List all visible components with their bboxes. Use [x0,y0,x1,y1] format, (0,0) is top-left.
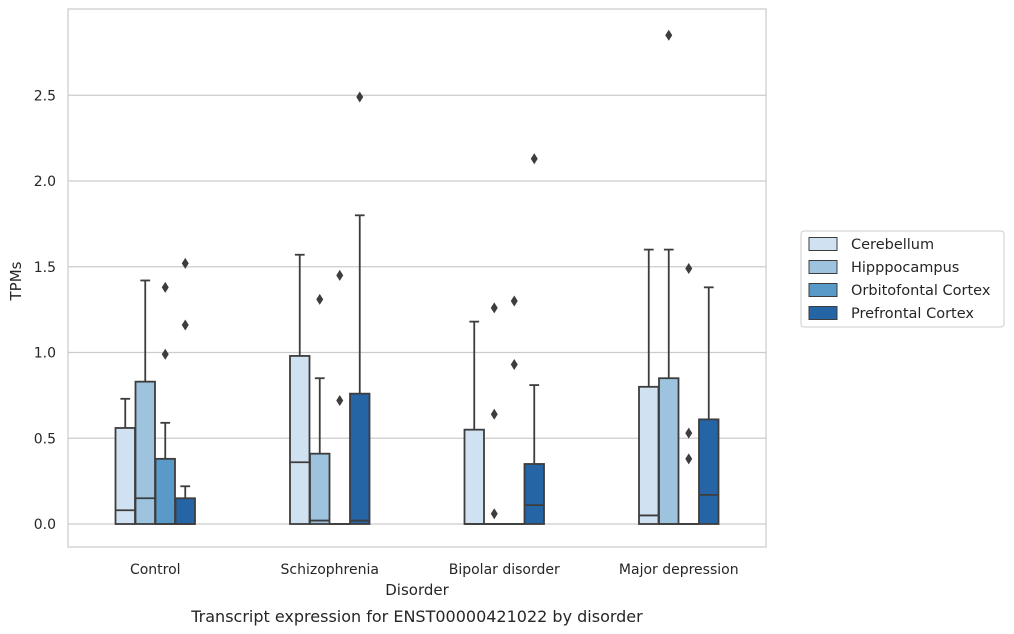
y-tick-label: 2.5 [34,88,56,104]
legend-label: Hipppocampus [851,260,959,276]
box-1-1 [309,293,331,525]
legend-swatch [808,283,838,297]
outlier-point [336,395,344,407]
box-2-0 [463,320,485,525]
figure-caption: Transcript expression for ENST0000042102… [190,607,643,626]
box-body [698,418,720,525]
box-body [523,463,545,525]
outlier-point [490,302,498,314]
x-tick-label: Control [130,562,181,578]
box-0-1 [134,279,156,525]
x-tick-label: Major depression [619,562,739,578]
box-2-1 [483,302,505,525]
x-tick-label: Schizophrenia [281,562,379,578]
x-tick-labels: Control Schizophrenia Bipolar disorder Majo… [130,562,739,578]
outlier-point [161,348,169,360]
outlier-point [356,91,364,103]
box-3-2 [678,262,700,525]
box-1-2 [329,269,351,525]
box-0-3 [174,257,196,525]
outlier-point [685,262,693,274]
y-tick-label: 0.0 [34,517,56,533]
legend-swatch [808,237,838,251]
y-axis-title: TPMs [7,261,25,301]
box-body [289,355,311,525]
box-3-0 [638,248,660,525]
box-1-3 [349,91,371,525]
legend-label: Cerebellum [851,237,934,253]
outlier-point [161,281,169,293]
box-3-3 [698,286,720,525]
y-tick-label: 1.0 [34,346,56,362]
outlier-point [181,319,189,331]
legend: Cerebellum Hipppocampus Orbitofontal Corte… [800,230,1005,328]
y-tick-label: 0.5 [34,431,56,447]
outlier-point [181,257,189,269]
legend-items: Cerebellum Hipppocampus Orbitofontal Corte… [808,237,991,322]
box-body [463,428,485,525]
x-axis-title: Disorder [385,581,449,599]
outlier-point [685,427,693,439]
outlier-point [336,269,344,281]
box-2-3 [523,153,545,525]
box-plot-marks [114,29,720,525]
outlier-point [665,29,673,41]
box-0-0 [114,397,136,525]
outlier-point [510,295,518,307]
box-2-2 [503,295,525,525]
box-body [134,380,156,525]
outlier-point [490,408,498,420]
outlier-point [685,453,693,465]
plot-frame [67,8,767,548]
x-tick-label: Bipolar disorder [449,562,560,578]
box-body [174,497,196,525]
legend-swatch [808,260,838,274]
box-body [638,385,660,525]
box-body [349,392,371,525]
y-tick-labels: 0.0 0.5 1.0 1.5 2.0 2.5 [34,88,56,533]
box-0-2 [154,281,176,525]
box-1-0 [289,253,311,525]
outlier-point [530,153,538,165]
y-tick-label: 2.0 [34,174,56,190]
outlier-point [510,359,518,371]
box-body [658,377,680,525]
box-body [154,457,176,525]
legend-label: Prefrontal Cortex [851,306,974,322]
box-3-1 [658,29,680,525]
outlier-point [490,508,498,520]
legend-label: Orbitofontal Cortex [851,283,991,299]
outlier-point [316,293,324,305]
legend-swatch [808,306,838,320]
legend-frame [800,230,1005,328]
y-tick-label: 1.5 [34,260,56,276]
box-body [309,452,331,525]
